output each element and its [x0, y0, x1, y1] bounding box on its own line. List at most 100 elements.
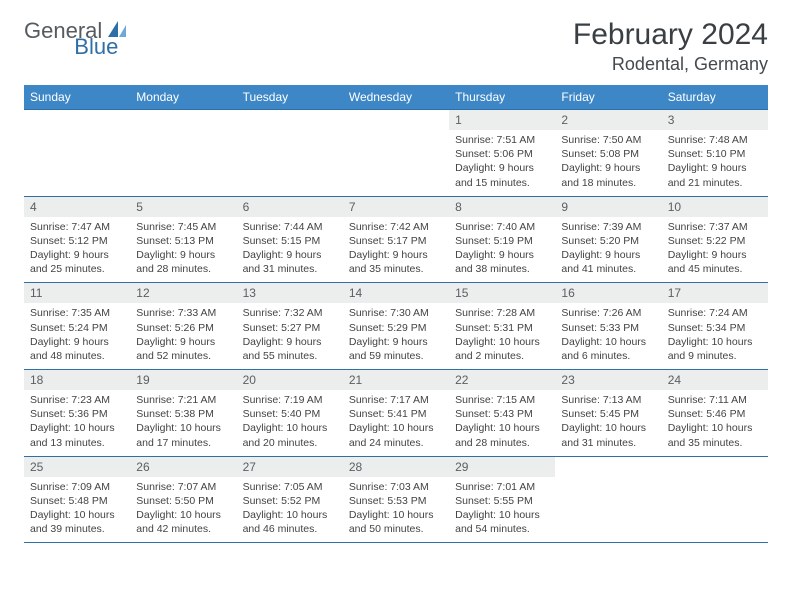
day-content [130, 130, 236, 190]
day-content: Sunrise: 7:40 AMSunset: 5:19 PMDaylight:… [449, 217, 555, 283]
calendar-day-cell: 4Sunrise: 7:47 AMSunset: 5:12 PMDaylight… [24, 196, 130, 283]
calendar-day-cell: 7Sunrise: 7:42 AMSunset: 5:17 PMDaylight… [343, 196, 449, 283]
calendar-day-cell [343, 110, 449, 197]
logo-text-blue: Blue [74, 34, 118, 60]
location-label: Rodental, Germany [573, 54, 768, 75]
day-content: Sunrise: 7:13 AMSunset: 5:45 PMDaylight:… [555, 390, 661, 456]
day-number: 15 [449, 283, 555, 303]
calendar-day-cell: 1Sunrise: 7:51 AMSunset: 5:06 PMDaylight… [449, 110, 555, 197]
day-number: 27 [237, 457, 343, 477]
day-content: Sunrise: 7:50 AMSunset: 5:08 PMDaylight:… [555, 130, 661, 196]
weekday-header: Friday [555, 85, 661, 110]
day-number: 13 [237, 283, 343, 303]
calendar-day-cell: 14Sunrise: 7:30 AMSunset: 5:29 PMDayligh… [343, 283, 449, 370]
day-number [662, 457, 768, 477]
day-content: Sunrise: 7:45 AMSunset: 5:13 PMDaylight:… [130, 217, 236, 283]
day-content: Sunrise: 7:44 AMSunset: 5:15 PMDaylight:… [237, 217, 343, 283]
day-content: Sunrise: 7:19 AMSunset: 5:40 PMDaylight:… [237, 390, 343, 456]
calendar-day-cell: 2Sunrise: 7:50 AMSunset: 5:08 PMDaylight… [555, 110, 661, 197]
calendar-day-cell: 29Sunrise: 7:01 AMSunset: 5:55 PMDayligh… [449, 456, 555, 543]
calendar-header: SundayMondayTuesdayWednesdayThursdayFrid… [24, 85, 768, 110]
day-number: 17 [662, 283, 768, 303]
weekday-header: Monday [130, 85, 236, 110]
day-content [237, 130, 343, 190]
weekday-header: Wednesday [343, 85, 449, 110]
day-content [555, 477, 661, 537]
calendar-day-cell: 19Sunrise: 7:21 AMSunset: 5:38 PMDayligh… [130, 370, 236, 457]
day-number: 28 [343, 457, 449, 477]
day-content: Sunrise: 7:47 AMSunset: 5:12 PMDaylight:… [24, 217, 130, 283]
day-content [662, 477, 768, 537]
calendar-day-cell: 9Sunrise: 7:39 AMSunset: 5:20 PMDaylight… [555, 196, 661, 283]
title-block: February 2024 Rodental, Germany [573, 18, 768, 75]
header: General Blue February 2024 Rodental, Ger… [24, 18, 768, 75]
calendar-day-cell: 15Sunrise: 7:28 AMSunset: 5:31 PMDayligh… [449, 283, 555, 370]
day-content: Sunrise: 7:33 AMSunset: 5:26 PMDaylight:… [130, 303, 236, 369]
day-content: Sunrise: 7:26 AMSunset: 5:33 PMDaylight:… [555, 303, 661, 369]
calendar-day-cell: 13Sunrise: 7:32 AMSunset: 5:27 PMDayligh… [237, 283, 343, 370]
calendar-day-cell: 10Sunrise: 7:37 AMSunset: 5:22 PMDayligh… [662, 196, 768, 283]
day-content: Sunrise: 7:03 AMSunset: 5:53 PMDaylight:… [343, 477, 449, 543]
day-number [237, 110, 343, 130]
day-content: Sunrise: 7:51 AMSunset: 5:06 PMDaylight:… [449, 130, 555, 196]
day-content: Sunrise: 7:28 AMSunset: 5:31 PMDaylight:… [449, 303, 555, 369]
day-number: 14 [343, 283, 449, 303]
day-number: 16 [555, 283, 661, 303]
calendar-day-cell: 23Sunrise: 7:13 AMSunset: 5:45 PMDayligh… [555, 370, 661, 457]
day-content [24, 130, 130, 190]
day-number: 8 [449, 197, 555, 217]
day-content: Sunrise: 7:37 AMSunset: 5:22 PMDaylight:… [662, 217, 768, 283]
calendar-day-cell: 5Sunrise: 7:45 AMSunset: 5:13 PMDaylight… [130, 196, 236, 283]
calendar-day-cell: 17Sunrise: 7:24 AMSunset: 5:34 PMDayligh… [662, 283, 768, 370]
weekday-header: Sunday [24, 85, 130, 110]
day-number [343, 110, 449, 130]
day-content: Sunrise: 7:42 AMSunset: 5:17 PMDaylight:… [343, 217, 449, 283]
calendar-week-row: 25Sunrise: 7:09 AMSunset: 5:48 PMDayligh… [24, 456, 768, 543]
day-number: 11 [24, 283, 130, 303]
day-number: 21 [343, 370, 449, 390]
day-number: 22 [449, 370, 555, 390]
day-number: 29 [449, 457, 555, 477]
calendar-day-cell: 25Sunrise: 7:09 AMSunset: 5:48 PMDayligh… [24, 456, 130, 543]
day-number: 20 [237, 370, 343, 390]
calendar-day-cell: 26Sunrise: 7:07 AMSunset: 5:50 PMDayligh… [130, 456, 236, 543]
calendar-week-row: 11Sunrise: 7:35 AMSunset: 5:24 PMDayligh… [24, 283, 768, 370]
calendar-day-cell [237, 110, 343, 197]
day-number: 26 [130, 457, 236, 477]
calendar-day-cell: 6Sunrise: 7:44 AMSunset: 5:15 PMDaylight… [237, 196, 343, 283]
calendar-day-cell [130, 110, 236, 197]
day-number: 18 [24, 370, 130, 390]
calendar-day-cell: 3Sunrise: 7:48 AMSunset: 5:10 PMDaylight… [662, 110, 768, 197]
day-content: Sunrise: 7:21 AMSunset: 5:38 PMDaylight:… [130, 390, 236, 456]
day-content: Sunrise: 7:05 AMSunset: 5:52 PMDaylight:… [237, 477, 343, 543]
day-number: 6 [237, 197, 343, 217]
day-content: Sunrise: 7:32 AMSunset: 5:27 PMDaylight:… [237, 303, 343, 369]
calendar-day-cell: 28Sunrise: 7:03 AMSunset: 5:53 PMDayligh… [343, 456, 449, 543]
calendar-table: SundayMondayTuesdayWednesdayThursdayFrid… [24, 85, 768, 543]
day-number: 3 [662, 110, 768, 130]
calendar-day-cell: 18Sunrise: 7:23 AMSunset: 5:36 PMDayligh… [24, 370, 130, 457]
calendar-day-cell: 20Sunrise: 7:19 AMSunset: 5:40 PMDayligh… [237, 370, 343, 457]
day-content: Sunrise: 7:09 AMSunset: 5:48 PMDaylight:… [24, 477, 130, 543]
day-content: Sunrise: 7:24 AMSunset: 5:34 PMDaylight:… [662, 303, 768, 369]
calendar-week-row: 4Sunrise: 7:47 AMSunset: 5:12 PMDaylight… [24, 196, 768, 283]
calendar-day-cell [662, 456, 768, 543]
day-number: 4 [24, 197, 130, 217]
calendar-day-cell: 22Sunrise: 7:15 AMSunset: 5:43 PMDayligh… [449, 370, 555, 457]
day-content: Sunrise: 7:23 AMSunset: 5:36 PMDaylight:… [24, 390, 130, 456]
day-content [343, 130, 449, 190]
calendar-day-cell: 21Sunrise: 7:17 AMSunset: 5:41 PMDayligh… [343, 370, 449, 457]
day-number: 10 [662, 197, 768, 217]
day-number: 12 [130, 283, 236, 303]
day-number [130, 110, 236, 130]
day-content: Sunrise: 7:07 AMSunset: 5:50 PMDaylight:… [130, 477, 236, 543]
calendar-week-row: 1Sunrise: 7:51 AMSunset: 5:06 PMDaylight… [24, 110, 768, 197]
day-number: 1 [449, 110, 555, 130]
day-number: 23 [555, 370, 661, 390]
calendar-day-cell: 27Sunrise: 7:05 AMSunset: 5:52 PMDayligh… [237, 456, 343, 543]
calendar-day-cell [555, 456, 661, 543]
day-content: Sunrise: 7:39 AMSunset: 5:20 PMDaylight:… [555, 217, 661, 283]
weekday-header: Tuesday [237, 85, 343, 110]
day-content: Sunrise: 7:30 AMSunset: 5:29 PMDaylight:… [343, 303, 449, 369]
day-content: Sunrise: 7:15 AMSunset: 5:43 PMDaylight:… [449, 390, 555, 456]
